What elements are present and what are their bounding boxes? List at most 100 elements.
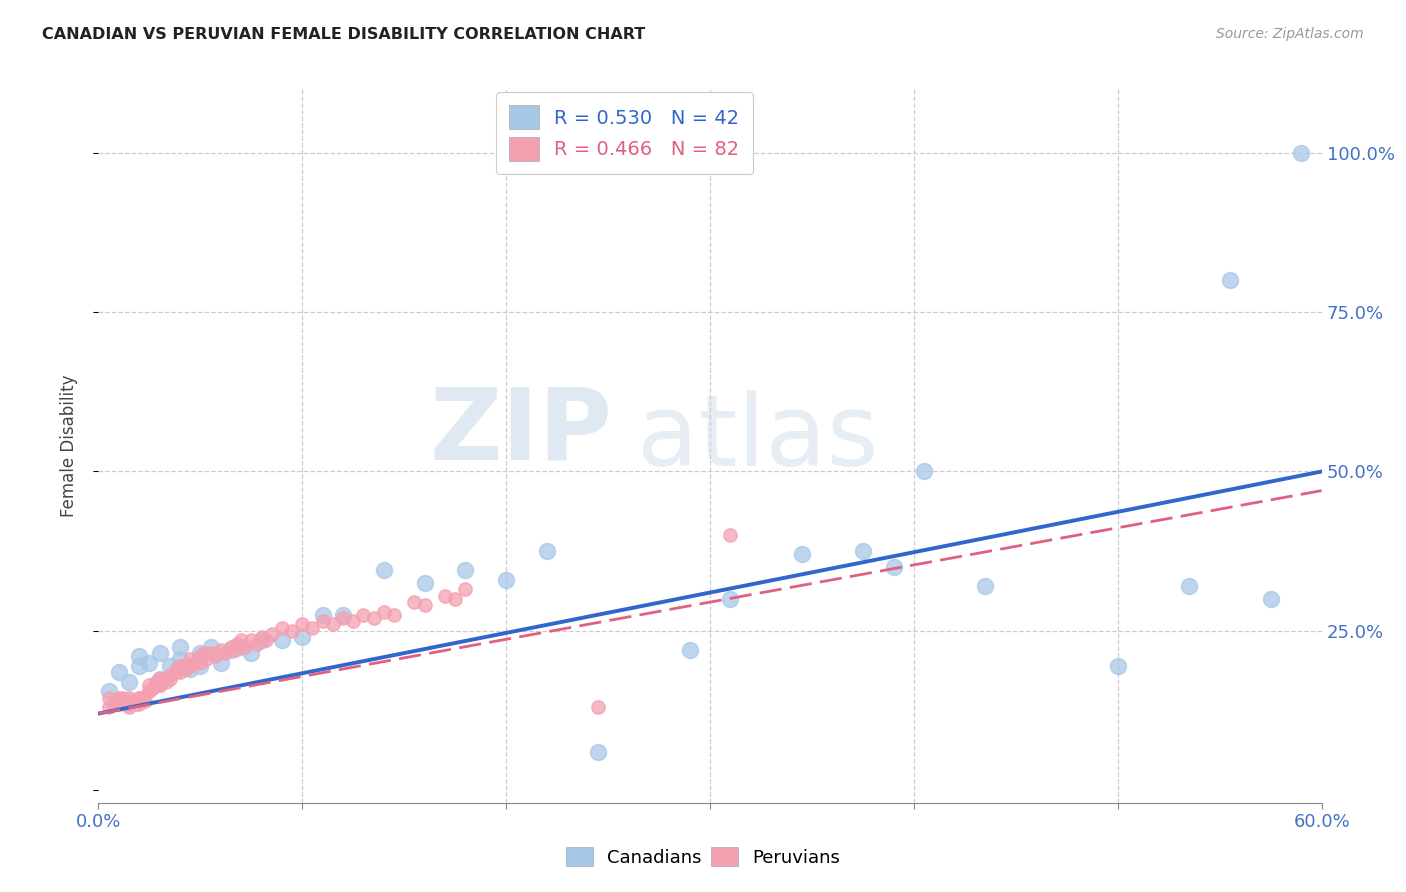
Peruvians: [373, 605, 395, 619]
Canadians: [169, 652, 191, 666]
Peruvians: [291, 617, 314, 632]
Peruvians: [188, 656, 212, 670]
Peruvians: [363, 611, 385, 625]
Canadians: [250, 633, 273, 648]
Peruvians: [149, 674, 172, 689]
Canadians: [179, 662, 201, 676]
Text: Source: ZipAtlas.com: Source: ZipAtlas.com: [1216, 27, 1364, 41]
Peruvians: [128, 697, 150, 711]
Peruvians: [149, 678, 172, 692]
Peruvians: [179, 652, 201, 666]
Peruvians: [169, 665, 191, 680]
Peruvians: [118, 700, 141, 714]
Peruvians: [332, 611, 354, 625]
Peruvians: [118, 697, 141, 711]
Peruvians: [250, 630, 273, 644]
Peruvians: [169, 658, 191, 673]
Canadians: [1107, 658, 1129, 673]
Y-axis label: Female Disability: Female Disability: [59, 375, 77, 517]
Canadians: [1260, 591, 1282, 606]
Peruvians: [145, 678, 167, 692]
Legend: R = 0.530   N = 42, R = 0.466   N = 82: R = 0.530 N = 42, R = 0.466 N = 82: [496, 92, 754, 174]
Canadians: [270, 633, 294, 648]
Canadians: [1219, 273, 1241, 287]
Canadians: [200, 640, 222, 654]
Peruvians: [155, 674, 177, 689]
Canadians: [974, 579, 997, 593]
Peruvians: [254, 633, 277, 648]
Peruvians: [173, 658, 195, 673]
Canadians: [586, 745, 609, 759]
Canadians: [291, 630, 314, 644]
Canadians: [188, 658, 212, 673]
Peruvians: [138, 684, 160, 698]
Canadians: [128, 649, 150, 664]
Peruvians: [138, 678, 160, 692]
Peruvians: [134, 694, 156, 708]
Peruvians: [149, 672, 172, 686]
Canadians: [209, 656, 232, 670]
Canadians: [1291, 145, 1313, 160]
Peruvians: [108, 690, 131, 705]
Peruvians: [413, 599, 436, 613]
Peruvians: [444, 591, 467, 606]
Peruvians: [122, 694, 145, 708]
Peruvians: [434, 589, 457, 603]
Peruvians: [209, 643, 232, 657]
Canadians: [219, 643, 242, 657]
Peruvians: [165, 662, 187, 676]
Peruvians: [128, 694, 150, 708]
Peruvians: [352, 607, 374, 622]
Peruvians: [195, 652, 218, 666]
Canadians: [97, 684, 120, 698]
Canadians: [495, 573, 517, 587]
Text: atlas: atlas: [637, 391, 879, 487]
Peruvians: [260, 627, 283, 641]
Peruvians: [226, 636, 249, 650]
Peruvians: [720, 528, 742, 542]
Peruvians: [97, 700, 120, 714]
Peruvians: [138, 684, 160, 698]
Peruvians: [342, 614, 364, 628]
Peruvians: [118, 694, 141, 708]
Canadians: [118, 674, 141, 689]
Peruvians: [586, 700, 609, 714]
Canadians: [231, 640, 253, 654]
Peruvians: [322, 617, 344, 632]
Peruvians: [240, 633, 263, 648]
Peruvians: [145, 674, 167, 689]
Canadians: [413, 576, 436, 591]
Peruvians: [149, 678, 172, 692]
Peruvians: [128, 690, 150, 705]
Canadians: [149, 672, 172, 686]
Peruvians: [382, 607, 405, 622]
Canadians: [159, 658, 181, 673]
Canadians: [128, 658, 150, 673]
Peruvians: [270, 621, 294, 635]
Canadians: [1178, 579, 1201, 593]
Peruvians: [124, 697, 146, 711]
Peruvians: [193, 646, 215, 660]
Peruvians: [159, 668, 181, 682]
Peruvians: [101, 697, 124, 711]
Canadians: [149, 646, 172, 660]
Peruvians: [231, 633, 253, 648]
Canadians: [852, 544, 875, 558]
Canadians: [240, 646, 263, 660]
Text: CANADIAN VS PERUVIAN FEMALE DISABILITY CORRELATION CHART: CANADIAN VS PERUVIAN FEMALE DISABILITY C…: [42, 27, 645, 42]
Canadians: [188, 646, 212, 660]
Canadians: [332, 607, 354, 622]
Peruvians: [204, 649, 226, 664]
Peruvians: [454, 582, 477, 597]
Text: ZIP: ZIP: [429, 384, 612, 480]
Peruvians: [224, 643, 246, 657]
Peruvians: [159, 672, 181, 686]
Peruvians: [132, 690, 155, 705]
Peruvians: [108, 697, 131, 711]
Canadians: [169, 640, 191, 654]
Canadians: [790, 547, 813, 561]
Peruvians: [214, 646, 236, 660]
Peruvians: [233, 640, 256, 654]
Peruvians: [118, 690, 141, 705]
Peruvians: [246, 636, 269, 650]
